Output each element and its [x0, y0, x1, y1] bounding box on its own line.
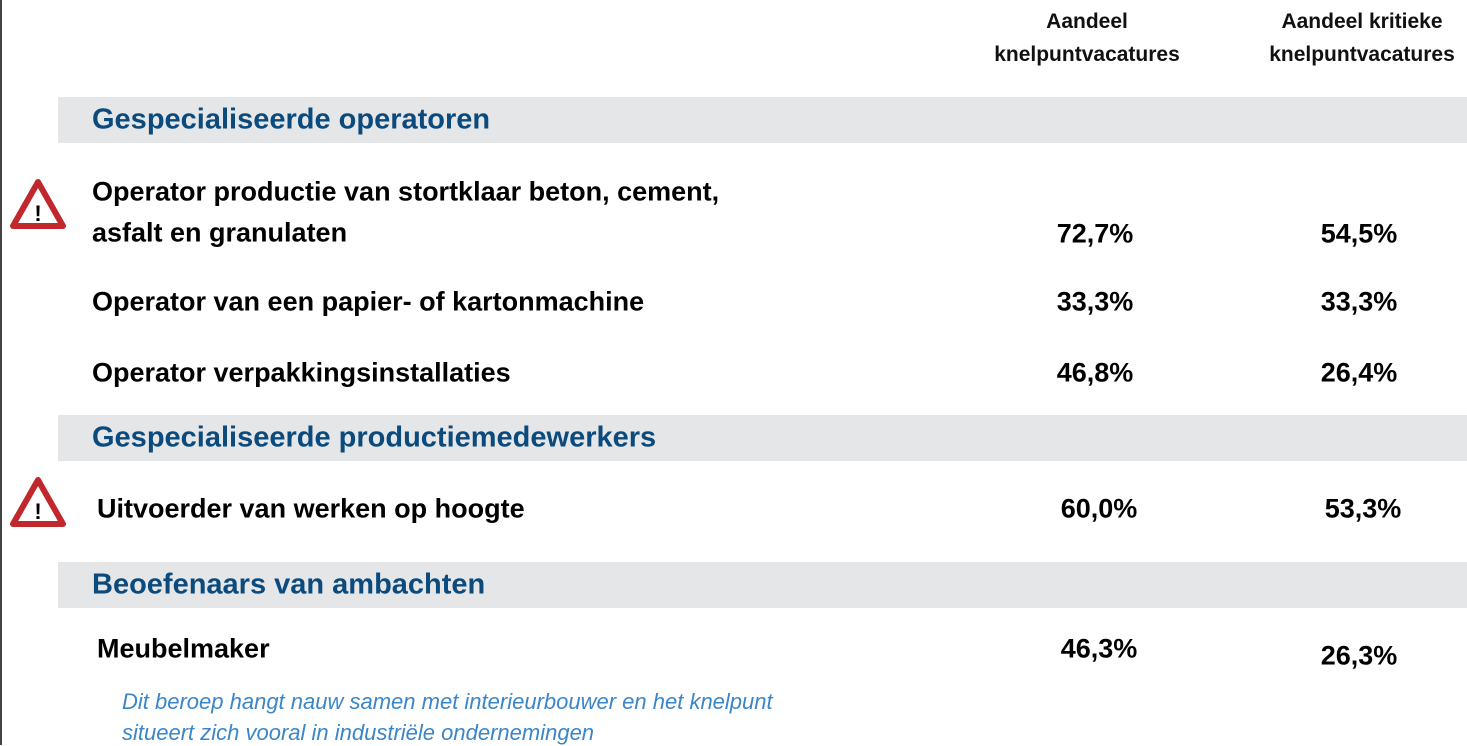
section-bar — [58, 562, 1467, 608]
row-label: asfalt en granulaten — [92, 217, 348, 248]
row-value: 54,5% — [1320, 218, 1398, 249]
svg-text:!: ! — [34, 201, 41, 226]
row-value: 72,7% — [1056, 218, 1134, 249]
row-label: Meubelmaker — [97, 633, 270, 664]
row-value: 26,3% — [1320, 640, 1398, 671]
row-value: 26,4% — [1320, 357, 1398, 388]
note: Dit beroep hangt nauw samen met interieu… — [122, 689, 773, 714]
column-header: Aandeel — [1046, 10, 1128, 33]
column-header: Aandeel kritieke — [1281, 10, 1443, 33]
row-label: Operator van een papier- of kartonmachin… — [92, 286, 645, 317]
row-label: Operator verpakkingsinstallaties — [92, 357, 511, 388]
row-value: 46,8% — [1056, 357, 1134, 388]
row-value: 33,3% — [1056, 286, 1134, 317]
section-bar — [58, 415, 1467, 461]
row-value: 53,3% — [1324, 493, 1402, 524]
section-title: Beoefenaars van ambachten — [92, 568, 486, 601]
section-bar — [58, 97, 1467, 143]
row-label: Uitvoerder van werken op hoogte — [97, 493, 525, 524]
column-header: knelpuntvacatures — [1269, 43, 1455, 66]
section-title: Gespecialiseerde productiemedewerkers — [92, 421, 657, 454]
row-label: Operator productie van stortklaar beton,… — [92, 176, 720, 207]
note: situeert zich vooral in industriële onde… — [122, 720, 595, 745]
row-value: 46,3% — [1060, 633, 1138, 664]
row-value: 33,3% — [1320, 286, 1398, 317]
warning-icon: ! — [10, 179, 66, 229]
svg-text:!: ! — [34, 499, 41, 524]
column-header: knelpuntvacatures — [994, 43, 1180, 66]
left-edge — [0, 0, 2, 745]
section-title: Gespecialiseerde operatoren — [92, 103, 491, 136]
warning-icon: ! — [10, 477, 66, 527]
row-value: 60,0% — [1060, 493, 1138, 524]
